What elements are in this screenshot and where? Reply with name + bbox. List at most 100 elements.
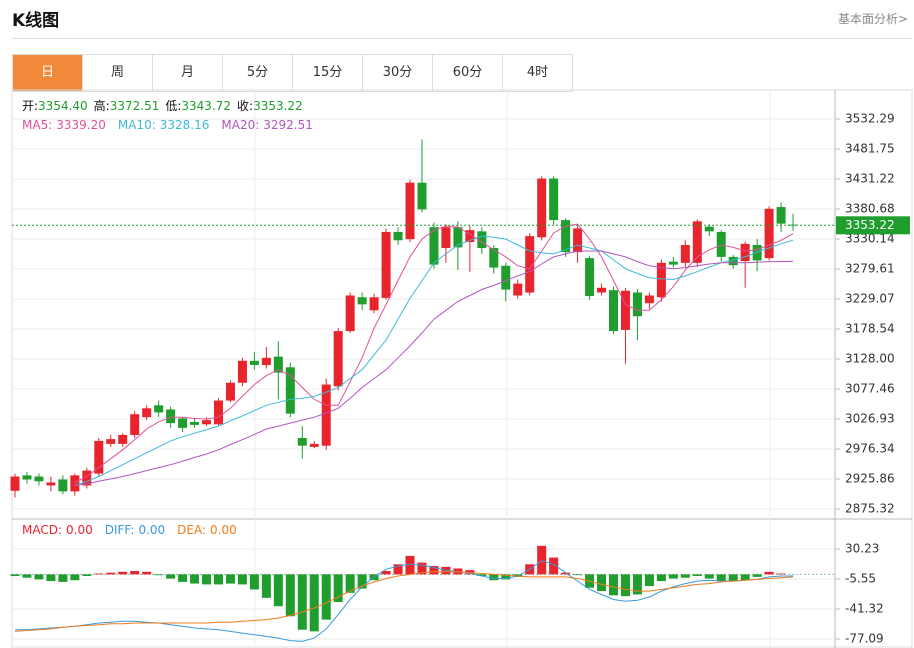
candle-body: [561, 220, 571, 253]
candle-body: [130, 414, 140, 435]
legend-name: MACD:: [22, 523, 62, 537]
macd-bar: [381, 570, 391, 575]
candle-body: [405, 182, 415, 240]
candle-body: [477, 231, 487, 248]
macd-bar: [309, 574, 319, 632]
candle-body: [465, 230, 475, 243]
macd-bar: [752, 574, 762, 577]
y-tick-label: 3380.68: [845, 201, 895, 215]
candle-body: [22, 475, 32, 480]
macd-bar: [597, 574, 607, 592]
tab[interactable]: 周: [83, 55, 153, 91]
candle-body: [34, 476, 44, 482]
macd-bar: [166, 574, 176, 579]
candle-body: [704, 226, 714, 232]
y-tick-label: 3229.07: [845, 292, 895, 306]
legend-value: 0.00: [138, 523, 165, 537]
candle-body: [297, 437, 307, 446]
ma-line: [74, 223, 794, 483]
macd-bar: [549, 557, 559, 575]
macd-bar: [118, 571, 128, 575]
macd-bar: [561, 572, 571, 575]
macd-bar: [285, 574, 295, 617]
candle-body: [70, 475, 80, 492]
macd-bar: [58, 574, 68, 582]
macd-bar: [130, 570, 140, 575]
candle-body: [381, 231, 391, 298]
tab[interactable]: 4时: [503, 55, 573, 91]
macd-line: [14, 571, 794, 632]
macd-bar: [10, 574, 20, 577]
macd-bar: [237, 574, 247, 585]
candle-body: [261, 357, 271, 365]
candle-body: [668, 261, 678, 265]
tab[interactable]: 日: [13, 55, 83, 91]
tab[interactable]: 30分: [363, 55, 433, 91]
y-tick-label: -5.55: [845, 572, 876, 586]
candle-body: [513, 283, 523, 296]
period-tabs: 日周月 5分 15分 30分 60分 4时: [12, 54, 573, 92]
macd-bar: [764, 571, 774, 575]
candle-body: [213, 400, 223, 425]
macd-bar: [190, 574, 200, 584]
tab[interactable]: 月: [153, 55, 223, 91]
candle-body: [776, 207, 786, 224]
candle-body: [441, 227, 451, 248]
y-tick-label: 3279.61: [845, 261, 895, 275]
legend-name: 开:: [22, 99, 38, 113]
candle-body: [178, 418, 188, 428]
candle-body: [237, 360, 247, 383]
macd-bar: [740, 574, 750, 581]
tab[interactable]: 5分: [223, 55, 293, 91]
candle-body: [345, 295, 355, 332]
macd-bar: [477, 574, 487, 577]
candle-body: [597, 287, 607, 293]
legend-name: 低:: [165, 99, 181, 113]
candle-body: [501, 265, 511, 290]
macd-bar: [333, 574, 343, 603]
candle-body: [82, 470, 92, 486]
macd-bar: [692, 574, 702, 577]
macd-bar: [261, 574, 271, 598]
y-tick-label: -41.32: [845, 602, 884, 616]
y-tick-label: 3128.00: [845, 352, 895, 366]
macd-bar: [620, 574, 630, 597]
macd-bar: [609, 574, 618, 596]
divider: [12, 38, 912, 39]
y-tick-label: 3178.54: [845, 321, 895, 335]
candle-body: [417, 182, 427, 210]
candle-body: [225, 382, 235, 401]
tab[interactable]: 15分: [293, 55, 363, 91]
y-tick-label: -77.09: [845, 632, 884, 646]
candle-body: [309, 443, 319, 447]
macd-bar: [273, 574, 283, 607]
macd-bar: [680, 574, 690, 578]
candle-body: [537, 178, 547, 238]
fundamental-link[interactable]: 基本面分析>: [837, 12, 908, 26]
y-tick-label: 3481.75: [845, 142, 895, 156]
candle-body: [453, 227, 463, 248]
legend-name: MA20:: [221, 118, 259, 132]
candle-body: [489, 247, 499, 268]
candle-body: [166, 409, 176, 424]
macd-bar: [34, 574, 44, 580]
legend: MACD: 0.00 DIFF: 0.00 DEA: 0.00: [22, 523, 237, 537]
legend-name: DEA:: [177, 523, 206, 537]
legend: 开:3354.40 高:3372.51 低:3343.72 收:3353.22: [22, 98, 303, 113]
tab[interactable]: 60分: [433, 55, 503, 91]
legend: MA5: 3339.20 MA10: 3328.16 MA20: 3292.51: [22, 118, 313, 132]
y-tick-label: 3077.46: [845, 382, 895, 396]
legend-name: MA5:: [22, 118, 52, 132]
last-price-label: 3353.22: [845, 218, 895, 232]
macd-bar: [776, 573, 786, 575]
macd-bar: [225, 574, 235, 584]
macd-bar: [573, 574, 583, 576]
legend-value: 3354.40: [38, 99, 88, 113]
candle-body: [656, 262, 666, 298]
macd-line: [15, 560, 794, 642]
macd-bar: [728, 574, 738, 582]
candle-body: [142, 408, 152, 418]
candle-body: [118, 434, 128, 444]
